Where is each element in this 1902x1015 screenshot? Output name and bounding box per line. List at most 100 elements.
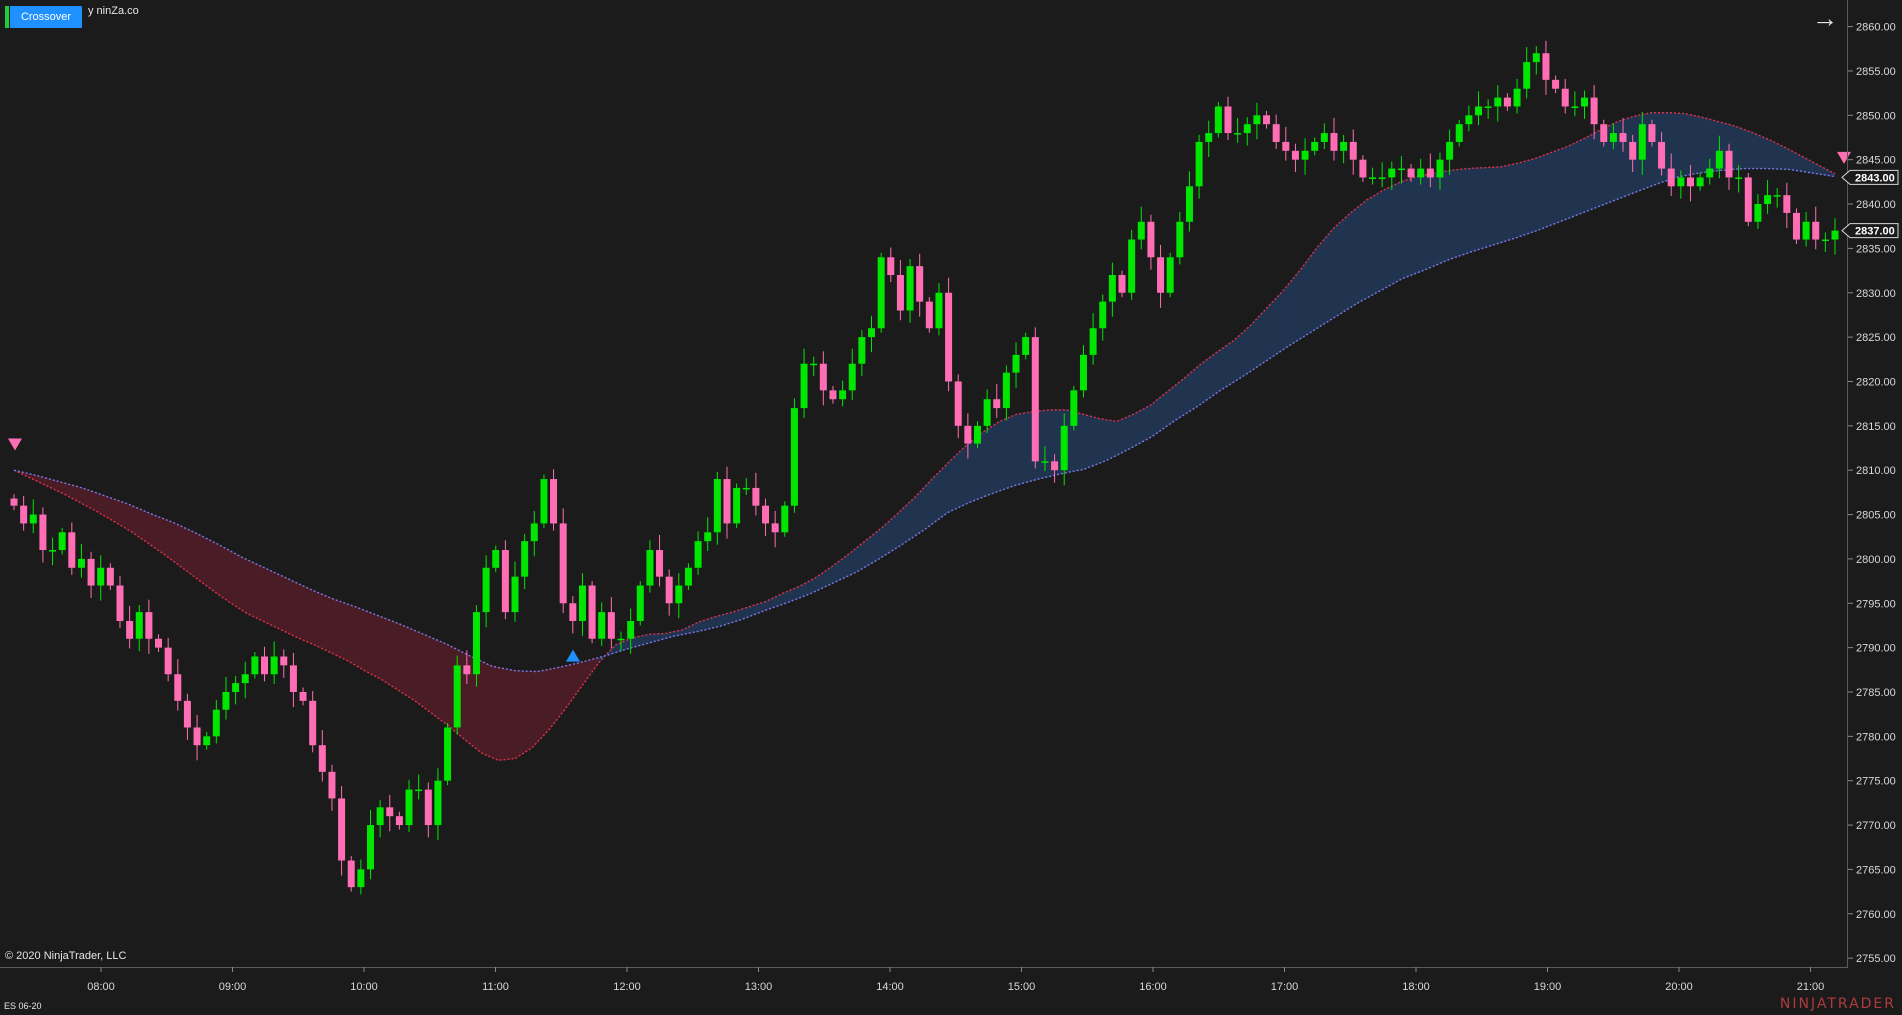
candle-body [636, 585, 644, 622]
cloud-segment [999, 413, 1017, 492]
candle-body [49, 550, 57, 552]
candle-body [1523, 62, 1531, 89]
x-tick-label: 17:00 [1271, 981, 1299, 993]
candle-body [1619, 133, 1627, 142]
cloud-segment [1016, 411, 1034, 486]
y-tick-label: 2850.00 [1856, 110, 1896, 122]
crossover-button[interactable]: Crossover [10, 6, 82, 28]
candle [357, 859, 365, 895]
candle-body [1060, 425, 1068, 471]
candle-body [1397, 168, 1405, 171]
candle-body [318, 745, 326, 772]
candle-body [434, 780, 442, 826]
cloud-segment [1500, 162, 1518, 243]
candle-body [1320, 133, 1328, 142]
y-tick-label: 2830.00 [1856, 288, 1896, 300]
candle [193, 715, 201, 761]
candle [1301, 138, 1309, 175]
y-tick-label: 2785.00 [1856, 687, 1896, 699]
candle-body [694, 541, 702, 568]
candle-body [511, 576, 519, 613]
candle-body [1802, 221, 1810, 240]
candle [395, 811, 403, 830]
candle-body [781, 505, 789, 533]
candle-body [1503, 97, 1511, 107]
candle-body [1667, 168, 1675, 187]
candle [723, 466, 731, 539]
arrow-right-icon[interactable]: → [1812, 3, 1838, 33]
candle [1137, 206, 1145, 250]
candle [848, 348, 856, 401]
candle-body [39, 514, 47, 551]
y-tick-label: 2770.00 [1856, 820, 1896, 832]
candle-body [424, 789, 432, 826]
candle-body [472, 612, 480, 675]
candle [973, 421, 981, 449]
candle-body [453, 665, 461, 728]
candle-body [1532, 53, 1540, 63]
candle-body [1166, 257, 1174, 293]
candle [1340, 134, 1348, 164]
y-tick-label: 2755.00 [1856, 953, 1896, 965]
candle-body [1051, 461, 1059, 471]
candle [1185, 171, 1193, 232]
candle-body [1359, 159, 1367, 178]
candles-layer [10, 40, 1839, 895]
candle [222, 676, 230, 720]
candle-body [887, 257, 895, 276]
candle-body [145, 612, 153, 639]
x-tick-label: 11:00 [482, 981, 509, 993]
cloud-segment [281, 575, 299, 639]
candle-body [164, 647, 172, 675]
candle [617, 631, 625, 652]
candle-body [896, 275, 904, 311]
fast-ma-line [13, 111, 1836, 762]
buy-signal-triangle [566, 649, 580, 662]
candle-body [10, 498, 18, 506]
candle-body [954, 381, 962, 426]
candle-body [1330, 133, 1338, 151]
candle [309, 691, 317, 753]
candle-body [1609, 133, 1617, 142]
cloud-segment [1400, 176, 1418, 281]
candle [251, 652, 259, 679]
sell-signal-triangle [8, 438, 22, 451]
cloud-segment [1533, 152, 1552, 232]
candle-body [646, 550, 654, 586]
candle-body [1022, 337, 1030, 355]
candle [684, 563, 692, 590]
candle-body [858, 337, 866, 364]
candle [1079, 345, 1087, 398]
copyright-text: © 2020 NinjaTrader, LLC [5, 950, 127, 962]
candle-body [1417, 168, 1425, 178]
candle [1446, 129, 1454, 175]
cloud-segment [1483, 166, 1502, 249]
cloud-segment [230, 550, 249, 615]
candle [1070, 385, 1078, 431]
candle-body [1426, 168, 1434, 178]
candle [328, 764, 336, 811]
candle-body [1677, 177, 1685, 187]
candle-body [155, 638, 163, 648]
y-tick-label: 2780.00 [1856, 731, 1896, 743]
candle-body [1195, 141, 1203, 187]
candle [424, 782, 432, 838]
x-tick-label: 09:00 [219, 981, 247, 993]
candle [434, 768, 442, 841]
candle [877, 252, 885, 333]
candle [578, 573, 586, 637]
candle [347, 856, 355, 892]
candle-body [1205, 133, 1213, 142]
candle [1812, 206, 1820, 250]
attribution-text: y ninZa.co [88, 5, 139, 17]
cloud-segment [1450, 168, 1468, 260]
candle [607, 597, 615, 649]
candle [1378, 162, 1386, 188]
candle [858, 330, 866, 377]
candle-body [935, 292, 943, 329]
candle [1417, 158, 1425, 185]
candle [1648, 119, 1656, 147]
candle [1686, 165, 1694, 202]
candle [810, 356, 818, 377]
